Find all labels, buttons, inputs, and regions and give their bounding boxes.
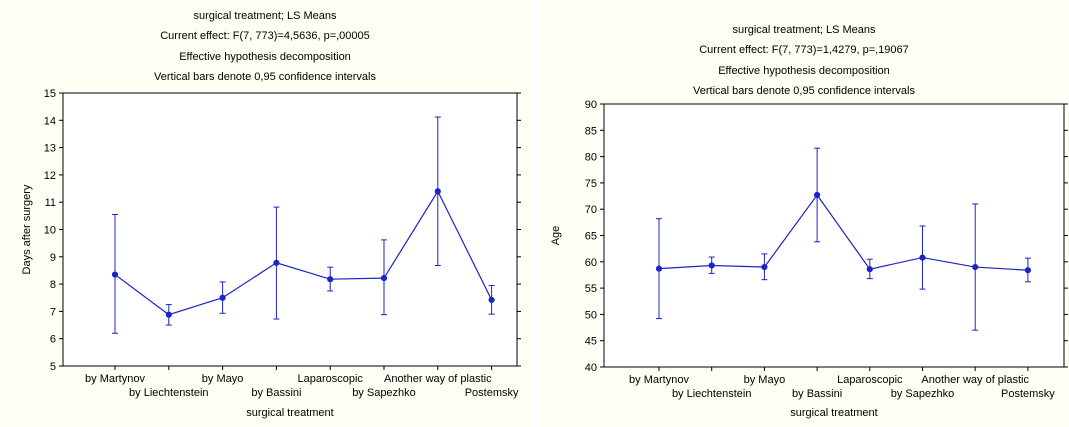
x-tick-label: by Martynov: [629, 374, 689, 386]
y-tick-label: 60: [585, 257, 597, 269]
data-point: [380, 274, 388, 282]
x-tick-label: by Mayo: [202, 373, 244, 385]
y-tick-label: 12: [44, 170, 56, 182]
y-tick-label: 55: [585, 283, 597, 295]
chart-title: surgical treatment; LS Means: [193, 10, 337, 22]
x-tick-label: Another way of plastic: [384, 373, 492, 385]
series-line: [658, 193, 1028, 271]
x-tick-label: by Mayo: [744, 374, 786, 386]
x-tick-label: by Martynov: [85, 373, 145, 385]
y-tick-label: 8: [50, 279, 56, 291]
data-point: [972, 263, 979, 271]
x-tick-label: by Bassini: [251, 387, 301, 399]
y-tick-label: 6: [50, 334, 56, 346]
y-tick-label: 70: [585, 204, 597, 216]
data-point: [708, 262, 715, 269]
y-tick-label: 75: [585, 178, 597, 190]
x-axis-label: surgical treatment: [790, 407, 877, 419]
data-point: [655, 265, 663, 272]
chart-plot-age: 40 45 50 55 60 65 70 75 80 85 90 by Martynov by Liec…: [550, 99, 1068, 419]
x-tick-label: Postemsky: [465, 387, 519, 399]
data-point: [919, 254, 926, 261]
y-tick-label: 11: [45, 197, 56, 209]
y-tick-label: 13: [44, 143, 56, 155]
chart-subtitle-effect: Current effect: F(7, 773)=1,4279, p=,190…: [699, 44, 909, 56]
chart-subtitle-effect: Current effect: F(7, 773)=4,5636, p=,000…: [160, 30, 370, 42]
chart-panel-days: surgical treatment; LS Means Current eff…: [0, 0, 530, 427]
y-tick-label: 45: [585, 336, 597, 348]
data-point: [111, 271, 119, 278]
plot-area: [603, 103, 1065, 368]
x-tick-label: by Liechtenstein: [672, 388, 752, 400]
y-tick-label: 90: [585, 99, 597, 111]
data-point: [814, 191, 821, 199]
y-tick-label: 40: [585, 362, 597, 374]
data-point: [327, 276, 334, 283]
y-tick-label: 9: [50, 252, 56, 264]
x-tick-label: Another way of plastic: [921, 374, 1029, 386]
y-tick-label: 14: [44, 115, 56, 127]
x-tick-label: by Bassini: [792, 388, 842, 400]
y-tick-label: 7: [50, 306, 56, 318]
x-tick-label: by Liechtenstein: [129, 387, 209, 399]
data-point: [434, 188, 441, 195]
y-tick-label: 5: [50, 361, 56, 373]
x-tick-label: Postemsky: [1001, 388, 1055, 400]
chart-subtitle-decomposition: Effective hypothesis decomposition: [179, 51, 351, 63]
chart-plot-days: 5 6 7 8 9 10 11 12 13 14 15 by Martynov by Liechtens…: [21, 88, 521, 419]
y-tick-label: 85: [585, 125, 597, 137]
chart-title: surgical treatment; LS Means: [732, 24, 876, 36]
x-tick-label: Laparoscopic: [297, 373, 363, 385]
data-point: [866, 266, 873, 273]
y-tick-label: 50: [585, 309, 597, 321]
y-tick-label: 65: [585, 231, 597, 243]
chart-subtitle-ci: Vertical bars denote 0,95 confidence int…: [154, 71, 376, 83]
y-tick-label: 80: [585, 152, 597, 164]
chart-subtitle-ci: Vertical bars denote 0,95 confidence int…: [693, 85, 915, 97]
chart-panel-age: surgical treatment; LS Means Current eff…: [539, 0, 1069, 427]
y-tick-label: 15: [44, 88, 56, 100]
data-point: [165, 311, 172, 318]
data-point: [219, 294, 226, 301]
y-axis-label: Age: [550, 226, 562, 246]
x-tick-label: Laparoscopic: [837, 374, 903, 386]
x-axis-label: surgical treatment: [246, 407, 333, 419]
data-point: [761, 263, 768, 271]
series-line: [114, 190, 493, 316]
chart-subtitle-decomposition: Effective hypothesis decomposition: [718, 65, 890, 77]
y-tick-label: 10: [44, 225, 56, 237]
x-tick-label: by Sapezhko: [352, 387, 416, 399]
x-tick-label: by Sapezhko: [891, 388, 955, 400]
data-point: [488, 296, 495, 304]
data-point: [273, 259, 280, 266]
plot-area: [62, 92, 518, 367]
data-point: [1024, 267, 1031, 274]
y-axis-label: Days after surgery: [21, 184, 33, 274]
